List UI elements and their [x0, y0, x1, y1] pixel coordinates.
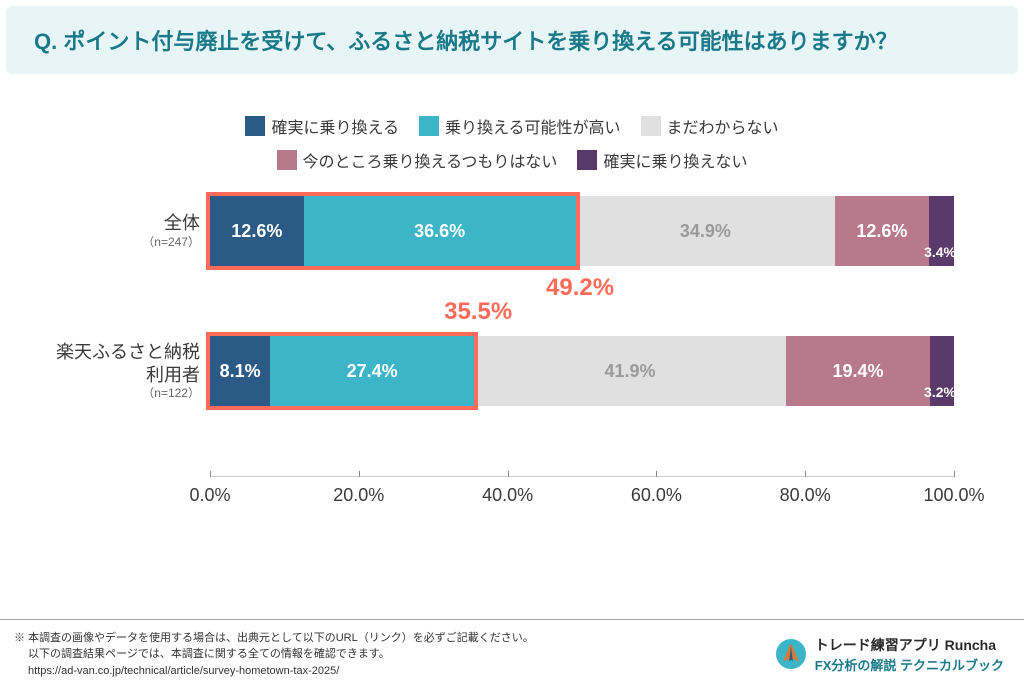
segment-0-3: 12.6% [835, 196, 929, 266]
legend-label-3: 今のところ乗り換えるつもりはない [303, 148, 558, 172]
segment-1-3: 19.4% [786, 336, 930, 406]
tick-label-3: 60.0% [631, 485, 682, 506]
segment-1-2: 41.9% [474, 336, 786, 406]
tick-5 [954, 471, 955, 477]
plot-region: 全体（n=247）12.6%36.6%34.9%12.6%3.4%49.2%楽天… [40, 196, 984, 516]
tick-label-0: 0.0% [189, 485, 230, 506]
row-label-main-0: 全体 [164, 213, 200, 233]
tick-3 [656, 471, 657, 477]
segment-0-4: 3.4% [929, 196, 954, 266]
segment-label-1-4: 3.2% [924, 384, 956, 400]
bar-1: 8.1%27.4%41.9%19.4%3.2%35.5% [210, 336, 954, 406]
row-label-main-1: 楽天ふるさと納税利用者 [56, 342, 200, 385]
tick-label-1: 20.0% [333, 485, 384, 506]
bar-row-1: 楽天ふるさと納税利用者（n=122）8.1%27.4%41.9%19.4%3.2… [210, 336, 954, 406]
tick-4 [805, 471, 806, 477]
row-label-sub-0: （n=247） [40, 235, 200, 250]
tick-1 [359, 471, 360, 477]
segment-1-4: 3.2% [930, 336, 954, 406]
rows-wrap: 全体（n=247）12.6%36.6%34.9%12.6%3.4%49.2% 楽天… [210, 196, 954, 406]
tick-label-5: 100.0% [923, 485, 984, 506]
legend-item-1: 乗り換える可能性が高い [419, 114, 621, 138]
brand-line2: FX分析の解説 テクニカルブック [815, 655, 1004, 674]
segment-1-0: 8.1% [210, 336, 270, 406]
callout-1: 35.5% [444, 298, 512, 326]
legend-label-2: まだわからない [667, 114, 779, 138]
swatch-0 [245, 116, 265, 136]
question-title: Q. ポイント付与廃止を受けて、ふるさと納税サイトを乗り換える可能性はありますか… [34, 24, 990, 56]
footer-notes: ※ 本調査の画像やデータを使用する場合は、出典元として以下のURL（リンク）を必… [14, 630, 534, 680]
segment-0-2: 34.9% [576, 196, 835, 266]
swatch-3 [277, 150, 297, 170]
x-axis: 0.0%20.0%40.0%60.0%80.0%100.0% [210, 476, 954, 516]
footer-url: https://ad-van.co.jp/technical/article/s… [14, 663, 534, 680]
legend-item-3: 今のところ乗り換えるつもりはない [277, 148, 558, 172]
bar-row-0: 全体（n=247）12.6%36.6%34.9%12.6%3.4%49.2% [210, 196, 954, 266]
tick-label-2: 40.0% [482, 485, 533, 506]
legend-row-1: 確実に乗り換える 乗り換える可能性が高い まだわからない [40, 114, 984, 138]
row-label-sub-1: （n=122） [40, 386, 200, 401]
legend-label-0: 確実に乗り換える [271, 114, 399, 138]
swatch-1 [419, 116, 439, 136]
legend: 確実に乗り換える 乗り換える可能性が高い まだわからない 今のところ乗り換えるつ… [40, 114, 984, 172]
segment-0-1: 36.6% [304, 196, 576, 266]
chart-area: 確実に乗り換える 乗り換える可能性が高い まだわからない 今のところ乗り換えるつ… [0, 74, 1024, 516]
callout-0: 49.2% [546, 274, 614, 302]
row-label-1: 楽天ふるさと納税利用者（n=122） [40, 341, 200, 401]
footer: ※ 本調査の画像やデータを使用する場合は、出典元として以下のURL（リンク）を必… [0, 619, 1024, 689]
legend-item-0: 確実に乗り換える [245, 114, 399, 138]
tick-0 [210, 471, 211, 477]
brand-logo-icon [775, 638, 807, 670]
footer-note1: ※ 本調査の画像やデータを使用する場合は、出典元として以下のURL（リンク）を必… [14, 630, 534, 647]
brand-line1: トレード練習アプリ Runcha [815, 635, 1004, 655]
legend-label-1: 乗り換える可能性が高い [445, 114, 621, 138]
footer-brand: トレード練習アプリ Runcha FX分析の解説 テクニカルブック [775, 635, 1004, 674]
legend-item-2: まだわからない [641, 114, 779, 138]
bar-0: 12.6%36.6%34.9%12.6%3.4%49.2% [210, 196, 954, 266]
segment-1-1: 27.4% [270, 336, 474, 406]
row-label-0: 全体 （n=247） [40, 212, 200, 250]
segment-0-0: 12.6% [210, 196, 304, 266]
footer-note2: 以下の調査結果ページでは、本調査に関する全ての情報を確認できます。 [14, 646, 534, 663]
tick-2 [508, 471, 509, 477]
swatch-4 [577, 150, 597, 170]
segment-label-0-4: 3.4% [924, 244, 956, 260]
swatch-2 [641, 116, 661, 136]
header: Q. ポイント付与廃止を受けて、ふるさと納税サイトを乗り換える可能性はありますか… [6, 6, 1018, 74]
tick-label-4: 80.0% [780, 485, 831, 506]
legend-label-4: 確実に乗り換えない [603, 148, 747, 172]
legend-item-4: 確実に乗り換えない [577, 148, 747, 172]
legend-row-2: 今のところ乗り換えるつもりはない 確実に乗り換えない [40, 148, 984, 172]
